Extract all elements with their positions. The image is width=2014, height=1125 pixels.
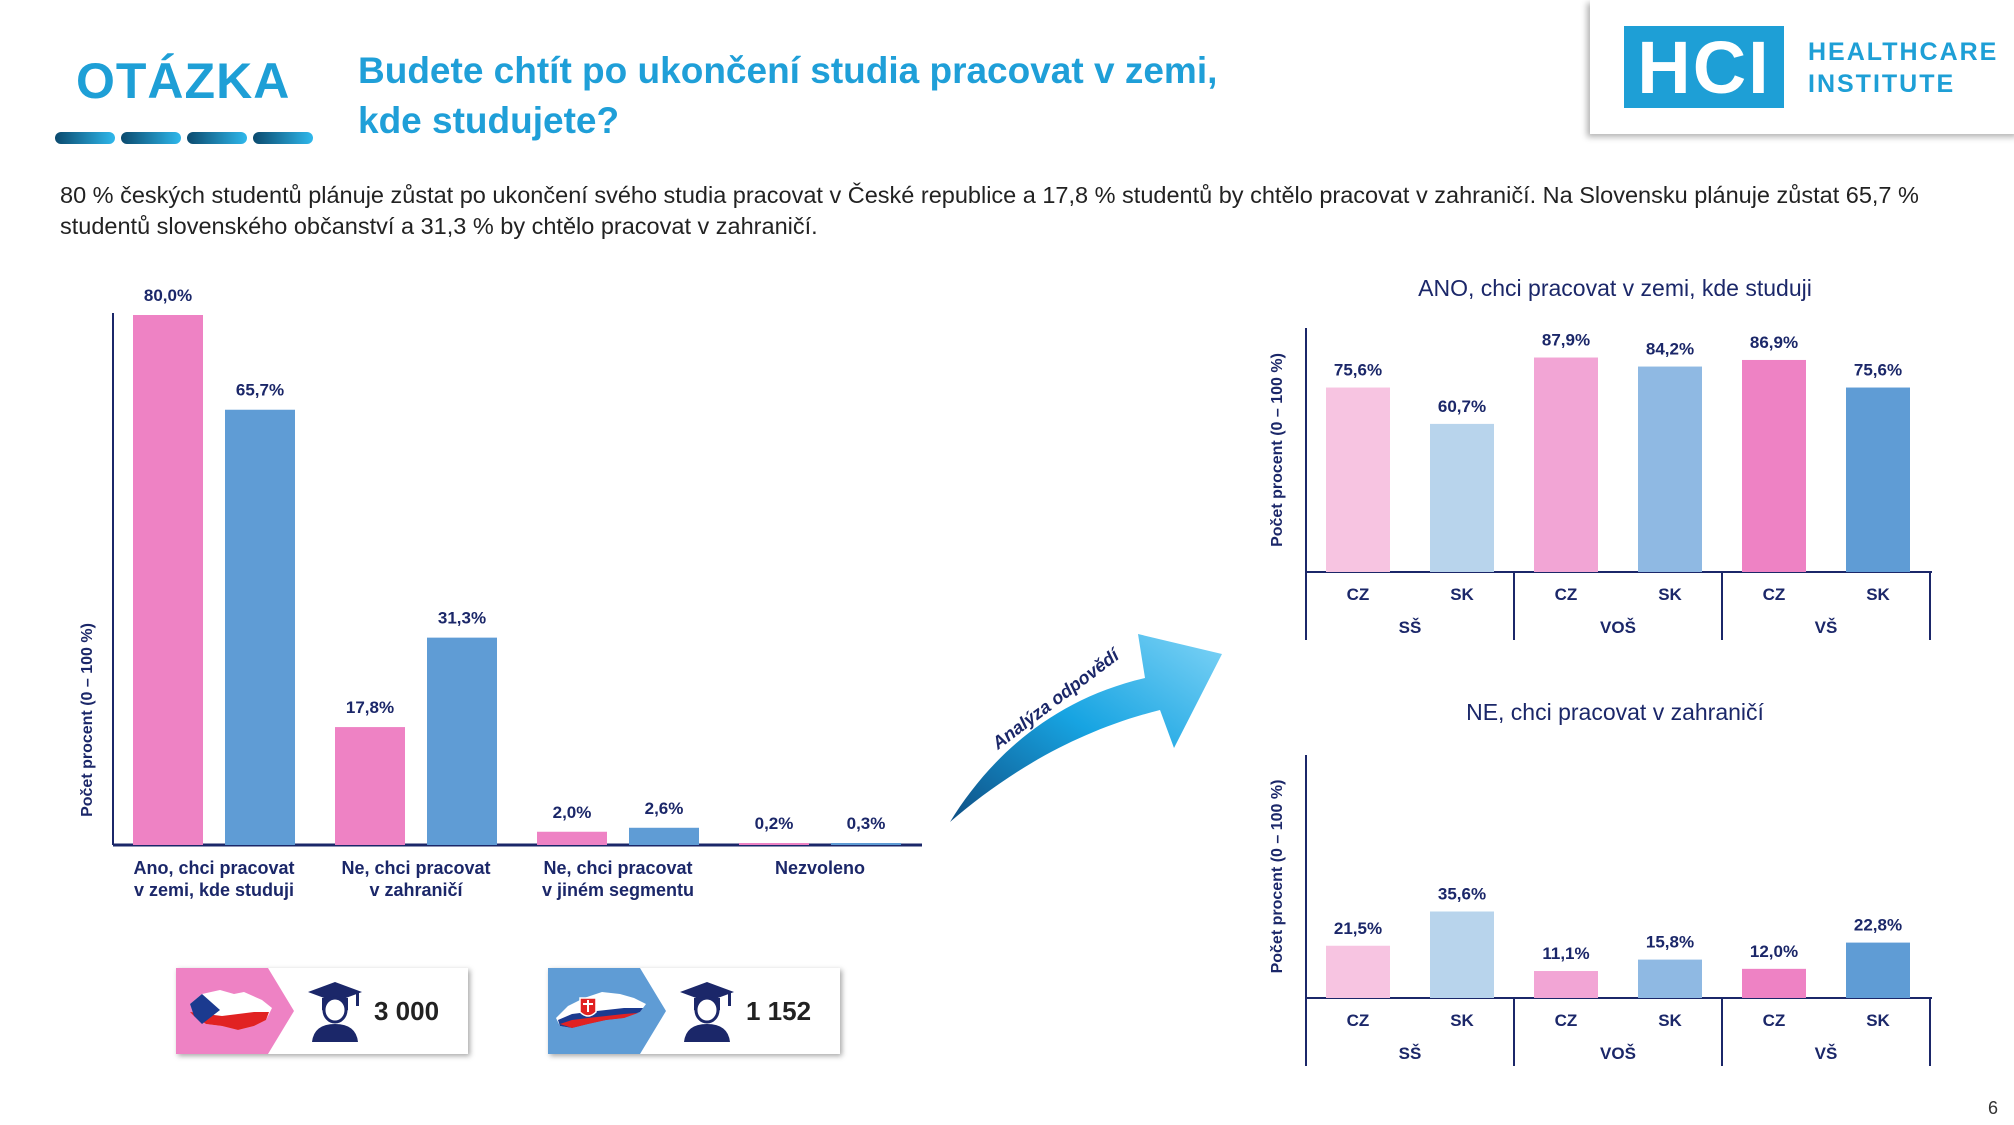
- bar: [537, 831, 607, 845]
- group-label: VŠ: [1815, 618, 1838, 637]
- bar-value-label: 60,7%: [1438, 397, 1486, 416]
- bar-value-label: 12,0%: [1750, 942, 1798, 961]
- bar-value-label: 86,9%: [1750, 333, 1798, 352]
- category-label: SK: [1658, 585, 1682, 604]
- bar: [335, 727, 405, 845]
- section-decoration: [55, 132, 313, 144]
- description-text: 80 % českých studentů plánuje zůstat po …: [60, 182, 1919, 239]
- sk-respondents-count: 1 152: [746, 996, 812, 1026]
- category-label: v zahraničí: [369, 880, 463, 900]
- cz-respondents-box: 3 000: [176, 968, 468, 1054]
- group-label: VŠ: [1815, 1044, 1838, 1063]
- bar: [1846, 942, 1910, 998]
- logo-mark: HCI: [1624, 26, 1784, 109]
- group-label: SŠ: [1399, 1044, 1422, 1063]
- czech-flag-map-icon: [176, 968, 294, 1054]
- group-label: VOŠ: [1600, 618, 1636, 637]
- slovak-flag-map-icon: [548, 968, 666, 1054]
- bar: [1742, 968, 1806, 998]
- bar: [1638, 366, 1702, 572]
- bar: [1430, 423, 1494, 572]
- bar-value-label: 0,2%: [755, 814, 794, 833]
- question-title: Budete chtít po ukončení studia pracovat…: [358, 46, 1358, 146]
- logo-line-2: INSTITUTE: [1808, 70, 1956, 98]
- category-label: CZ: [1555, 585, 1578, 604]
- y-axis-label: Počet procent (0 – 100 %): [79, 623, 96, 817]
- bar: [1326, 387, 1390, 572]
- bar: [831, 843, 901, 845]
- bar: [1742, 359, 1806, 572]
- bar-value-label: 87,9%: [1542, 331, 1590, 350]
- bar-value-label: 2,0%: [553, 803, 592, 822]
- group-label: VOŠ: [1600, 1044, 1636, 1063]
- page-number: 6: [1988, 1098, 1999, 1118]
- bar: [1846, 387, 1910, 572]
- category-label: v zemi, kde studuji: [134, 880, 294, 900]
- bar-value-label: 80,0%: [144, 286, 192, 305]
- bar: [629, 827, 699, 845]
- bar-value-label: 11,1%: [1542, 944, 1589, 963]
- question-line-2: kde studujete?: [358, 100, 620, 141]
- bar: [739, 843, 809, 845]
- cz-respondents-count: 3 000: [374, 996, 440, 1026]
- category-label: Ne, chci pracovat: [341, 858, 490, 878]
- bar: [1534, 357, 1598, 572]
- bar-value-label: 17,8%: [346, 698, 394, 717]
- category-label: CZ: [1763, 585, 1786, 604]
- bar-value-label: 15,8%: [1646, 933, 1694, 952]
- bar-value-label: 35,6%: [1438, 884, 1486, 903]
- bar-value-label: 75,6%: [1334, 361, 1382, 380]
- category-label: CZ: [1347, 1011, 1370, 1030]
- y-axis-label: Počet procent (0 – 100 %): [1269, 353, 1286, 547]
- bar: [133, 315, 203, 845]
- category-label: CZ: [1763, 1011, 1786, 1030]
- bar-value-label: 84,2%: [1646, 340, 1694, 359]
- bar-value-label: 2,6%: [645, 799, 684, 818]
- category-label: SK: [1658, 1011, 1682, 1030]
- graduate-icon: [680, 982, 734, 1042]
- bar-value-label: 22,8%: [1854, 916, 1902, 935]
- logo-line-1: HEALTHCARE: [1808, 38, 1999, 66]
- bar: [1430, 911, 1494, 998]
- bar-value-label: 65,7%: [236, 381, 284, 400]
- hci-logo: HCI HEALTHCARE INSTITUTE: [1590, 0, 2014, 134]
- chart-title: NE, chci pracovat v zahraničí: [1466, 699, 1764, 725]
- chart-title: ANO, chci pracovat v zemi, kde studuji: [1418, 275, 1812, 301]
- category-label: CZ: [1555, 1011, 1578, 1030]
- question-line-1: Budete chtít po ukončení studia pracovat…: [358, 50, 1218, 91]
- bar: [1638, 959, 1702, 998]
- category-label: SK: [1450, 1011, 1474, 1030]
- y-axis-label: Počet procent (0 – 100 %): [1269, 780, 1286, 974]
- bar: [427, 637, 497, 845]
- category-label: Ne, chci pracovat: [543, 858, 692, 878]
- group-label: SŠ: [1399, 618, 1422, 637]
- bar: [1326, 945, 1390, 998]
- arrow-icon: Analýza odpovědí: [950, 634, 1222, 822]
- category-label: v jiném segmentu: [542, 880, 694, 900]
- bar: [225, 409, 295, 845]
- bar-value-label: 21,5%: [1334, 919, 1382, 938]
- section-label: OTÁZKA: [76, 53, 291, 109]
- graduate-icon: [308, 982, 362, 1042]
- logo-text: HEALTHCARE INSTITUTE: [1808, 36, 1998, 100]
- category-label: CZ: [1347, 585, 1370, 604]
- category-label: Ano, chci pracovat: [133, 858, 294, 878]
- category-label: SK: [1866, 1011, 1890, 1030]
- bar-value-label: 31,3%: [438, 609, 486, 628]
- category-label: SK: [1450, 585, 1474, 604]
- bar-value-label: 75,6%: [1854, 361, 1902, 380]
- category-label: SK: [1866, 585, 1890, 604]
- bar-value-label: 0,3%: [847, 814, 886, 833]
- sk-respondents-box: 1 152: [548, 968, 840, 1054]
- bar: [1534, 971, 1598, 998]
- category-label: Nezvoleno: [775, 858, 865, 878]
